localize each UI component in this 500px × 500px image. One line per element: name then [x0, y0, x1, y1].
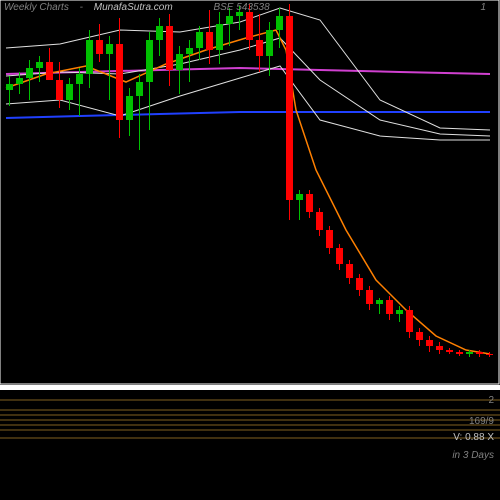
volume-chart[interactable] [0, 390, 500, 500]
footer-volume: V: 0.88 X [453, 432, 494, 443]
footer-period: in 3 Days [452, 450, 494, 461]
header-right-num: 1 [480, 2, 486, 13]
chart-header: Weekly Charts - MunafaSutra.com BSE 5435… [0, 2, 500, 18]
volume-background [0, 390, 500, 500]
chart-source: MunafaSutra.com [94, 2, 173, 13]
footer-val1: 2 [488, 395, 494, 406]
chart-ticker: BSE 543538 [213, 2, 269, 13]
header-sep: - [80, 2, 83, 13]
chart-title: Weekly Charts [4, 2, 69, 13]
price-chart[interactable] [0, 0, 500, 385]
chart-container: Weekly Charts - MunafaSutra.com BSE 5435… [0, 0, 500, 500]
footer-val2: 169/9 [469, 416, 494, 427]
